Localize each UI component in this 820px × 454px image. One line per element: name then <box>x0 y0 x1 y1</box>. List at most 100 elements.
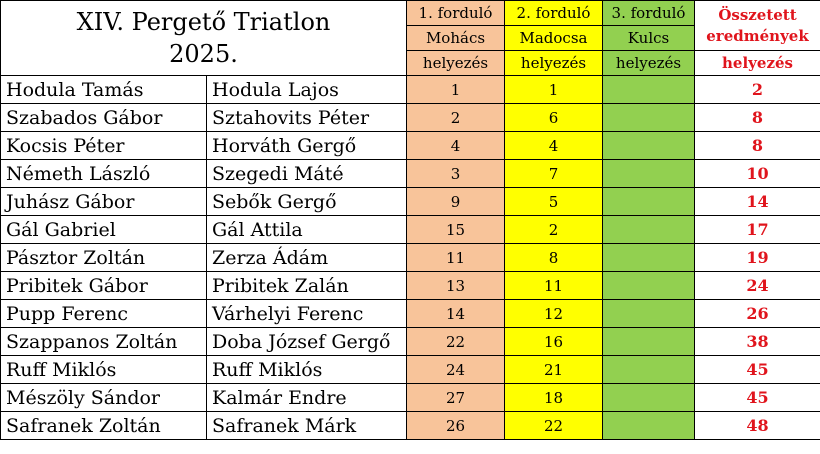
round-1-rank: 2 <box>406 103 505 132</box>
round-2-rank: 18 <box>504 383 603 412</box>
competitor-2-name: Horváth Gergő <box>206 131 407 160</box>
round-1-rank: 13 <box>406 271 505 300</box>
round-2-rank: 12 <box>504 299 603 328</box>
round-3-rank <box>602 131 695 160</box>
round-2-rank: 21 <box>504 355 603 384</box>
total-rank: 48 <box>694 411 820 440</box>
total-rank: 8 <box>694 131 820 160</box>
round-3-rank <box>602 327 695 356</box>
round-1-rank: 9 <box>406 187 505 216</box>
competitor-2-name: Doba József Gergő <box>206 327 407 356</box>
round-1-rank: 15 <box>406 215 505 244</box>
table-row: Safranek Zoltán Safranek Márk 26 22 48 <box>0 411 820 440</box>
competitor-1-name: Szabados Gábor <box>0 103 207 132</box>
competitor-1-name: Juhász Gábor <box>0 187 207 216</box>
total-header-line-2: eredmények <box>706 26 809 45</box>
round-1-rank: 26 <box>406 411 505 440</box>
table-row: Németh László Szegedi Máté 3 7 10 <box>0 159 820 188</box>
total-rank: 19 <box>694 243 820 272</box>
round-1-label: 1. forduló <box>406 0 505 26</box>
round-3-label: 3. forduló <box>602 0 695 26</box>
competitor-2-name: Zerza Ádám <box>206 243 407 272</box>
header-row-2: Mohács Madocsa Kulcs <box>1 25 820 51</box>
total-rank: 45 <box>694 355 820 384</box>
round-1-place: Mohács <box>406 25 505 51</box>
round-3-rank <box>602 383 695 412</box>
round-1-rank: 11 <box>406 243 505 272</box>
competitor-1-name: Pásztor Zoltán <box>0 243 207 272</box>
competitor-2-name: Hodula Lajos <box>206 75 407 104</box>
round-1-rank: 4 <box>406 131 505 160</box>
round-3-rank <box>602 103 695 132</box>
round-2-unit: helyezés <box>504 50 603 76</box>
competitor-2-name: Safranek Márk <box>206 411 407 440</box>
round-3-rank <box>602 187 695 216</box>
title-line-2: 2025. <box>169 40 238 68</box>
total-rank: 24 <box>694 271 820 300</box>
competitor-2-name: Sztahovits Péter <box>206 103 407 132</box>
round-3-rank <box>602 159 695 188</box>
round-1-rank: 24 <box>406 355 505 384</box>
round-3-rank <box>602 411 695 440</box>
round-2-place: Madocsa <box>504 25 603 51</box>
competitor-1-name: Kocsis Péter <box>0 131 207 160</box>
round-3-rank <box>602 75 695 104</box>
competitor-2-name: Sebők Gergő <box>206 187 407 216</box>
table-row: Pupp Ferenc Várhelyi Ferenc 14 12 26 <box>0 299 820 328</box>
competitor-1-name: Gál Gabriel <box>0 215 207 244</box>
table-row: Pásztor Zoltán Zerza Ádám 11 8 19 <box>0 243 820 272</box>
round-2-rank: 6 <box>504 103 603 132</box>
header-row-3: helyezés helyezés helyezés helyezés <box>1 50 820 76</box>
round-2-rank: 1 <box>504 75 603 104</box>
competitor-1-name: Hodula Tamás <box>0 75 207 104</box>
round-2-rank: 2 <box>504 215 603 244</box>
total-rank: 8 <box>694 103 820 132</box>
round-1-rank: 1 <box>406 75 505 104</box>
round-2-rank: 4 <box>504 131 603 160</box>
round-2-rank: 8 <box>504 243 603 272</box>
total-rank: 2 <box>694 75 820 104</box>
round-3-rank <box>602 243 695 272</box>
competitor-1-name: Mészöly Sándor <box>0 383 207 412</box>
competitor-1-name: Pribitek Gábor <box>0 271 207 300</box>
table-row: Szappanos Zoltán Doba József Gergő 22 16 38 <box>0 327 820 356</box>
total-unit: helyezés <box>694 50 820 76</box>
round-3-rank <box>602 215 695 244</box>
title-line-1: XIV. Pergető Triatlon <box>76 8 331 36</box>
competitor-1-name: Safranek Zoltán <box>0 411 207 440</box>
results-table: XIV. Pergető Triatlon 2025. 1. forduló 2… <box>0 0 820 440</box>
round-3-rank <box>602 271 695 300</box>
table-row: Mészöly Sándor Kalmár Endre 27 18 45 <box>0 383 820 412</box>
table-row: Kocsis Péter Horváth Gergő 4 4 8 <box>0 131 820 160</box>
round-3-rank <box>602 299 695 328</box>
round-3-unit: helyezés <box>602 50 695 76</box>
round-2-rank: 5 <box>504 187 603 216</box>
round-2-label: 2. forduló <box>504 0 603 26</box>
competitor-2-name: Szegedi Máté <box>206 159 407 188</box>
total-rank: 17 <box>694 215 820 244</box>
competitor-2-name: Pribitek Zalán <box>206 271 407 300</box>
total-rank: 26 <box>694 299 820 328</box>
competitor-2-name: Gál Attila <box>206 215 407 244</box>
competitor-2-name: Kalmár Endre <box>206 383 407 412</box>
round-1-rank: 14 <box>406 299 505 328</box>
round-1-rank: 3 <box>406 159 505 188</box>
table-row: Gál Gabriel Gál Attila 15 2 17 <box>0 215 820 244</box>
round-3-rank <box>602 355 695 384</box>
round-3-place: Kulcs <box>602 25 695 51</box>
table-row: Szabados Gábor Sztahovits Péter 2 6 8 <box>0 103 820 132</box>
round-2-rank: 7 <box>504 159 603 188</box>
competitor-1-name: Szappanos Zoltán <box>0 327 207 356</box>
round-1-rank: 22 <box>406 327 505 356</box>
round-2-rank: 16 <box>504 327 603 356</box>
total-rank: 10 <box>694 159 820 188</box>
competitor-2-name: Ruff Miklós <box>206 355 407 384</box>
table-row: Pribitek Gábor Pribitek Zalán 13 11 24 <box>0 271 820 300</box>
round-2-rank: 22 <box>504 411 603 440</box>
competitor-1-name: Pupp Ferenc <box>0 299 207 328</box>
total-header: Összetett eredmények <box>694 0 820 51</box>
header-row-1: XIV. Pergető Triatlon 2025. 1. forduló 2… <box>0 0 820 76</box>
round-1-unit: helyezés <box>406 50 505 76</box>
round-1-rank: 27 <box>406 383 505 412</box>
total-header-line-1: Összetett <box>718 5 797 24</box>
